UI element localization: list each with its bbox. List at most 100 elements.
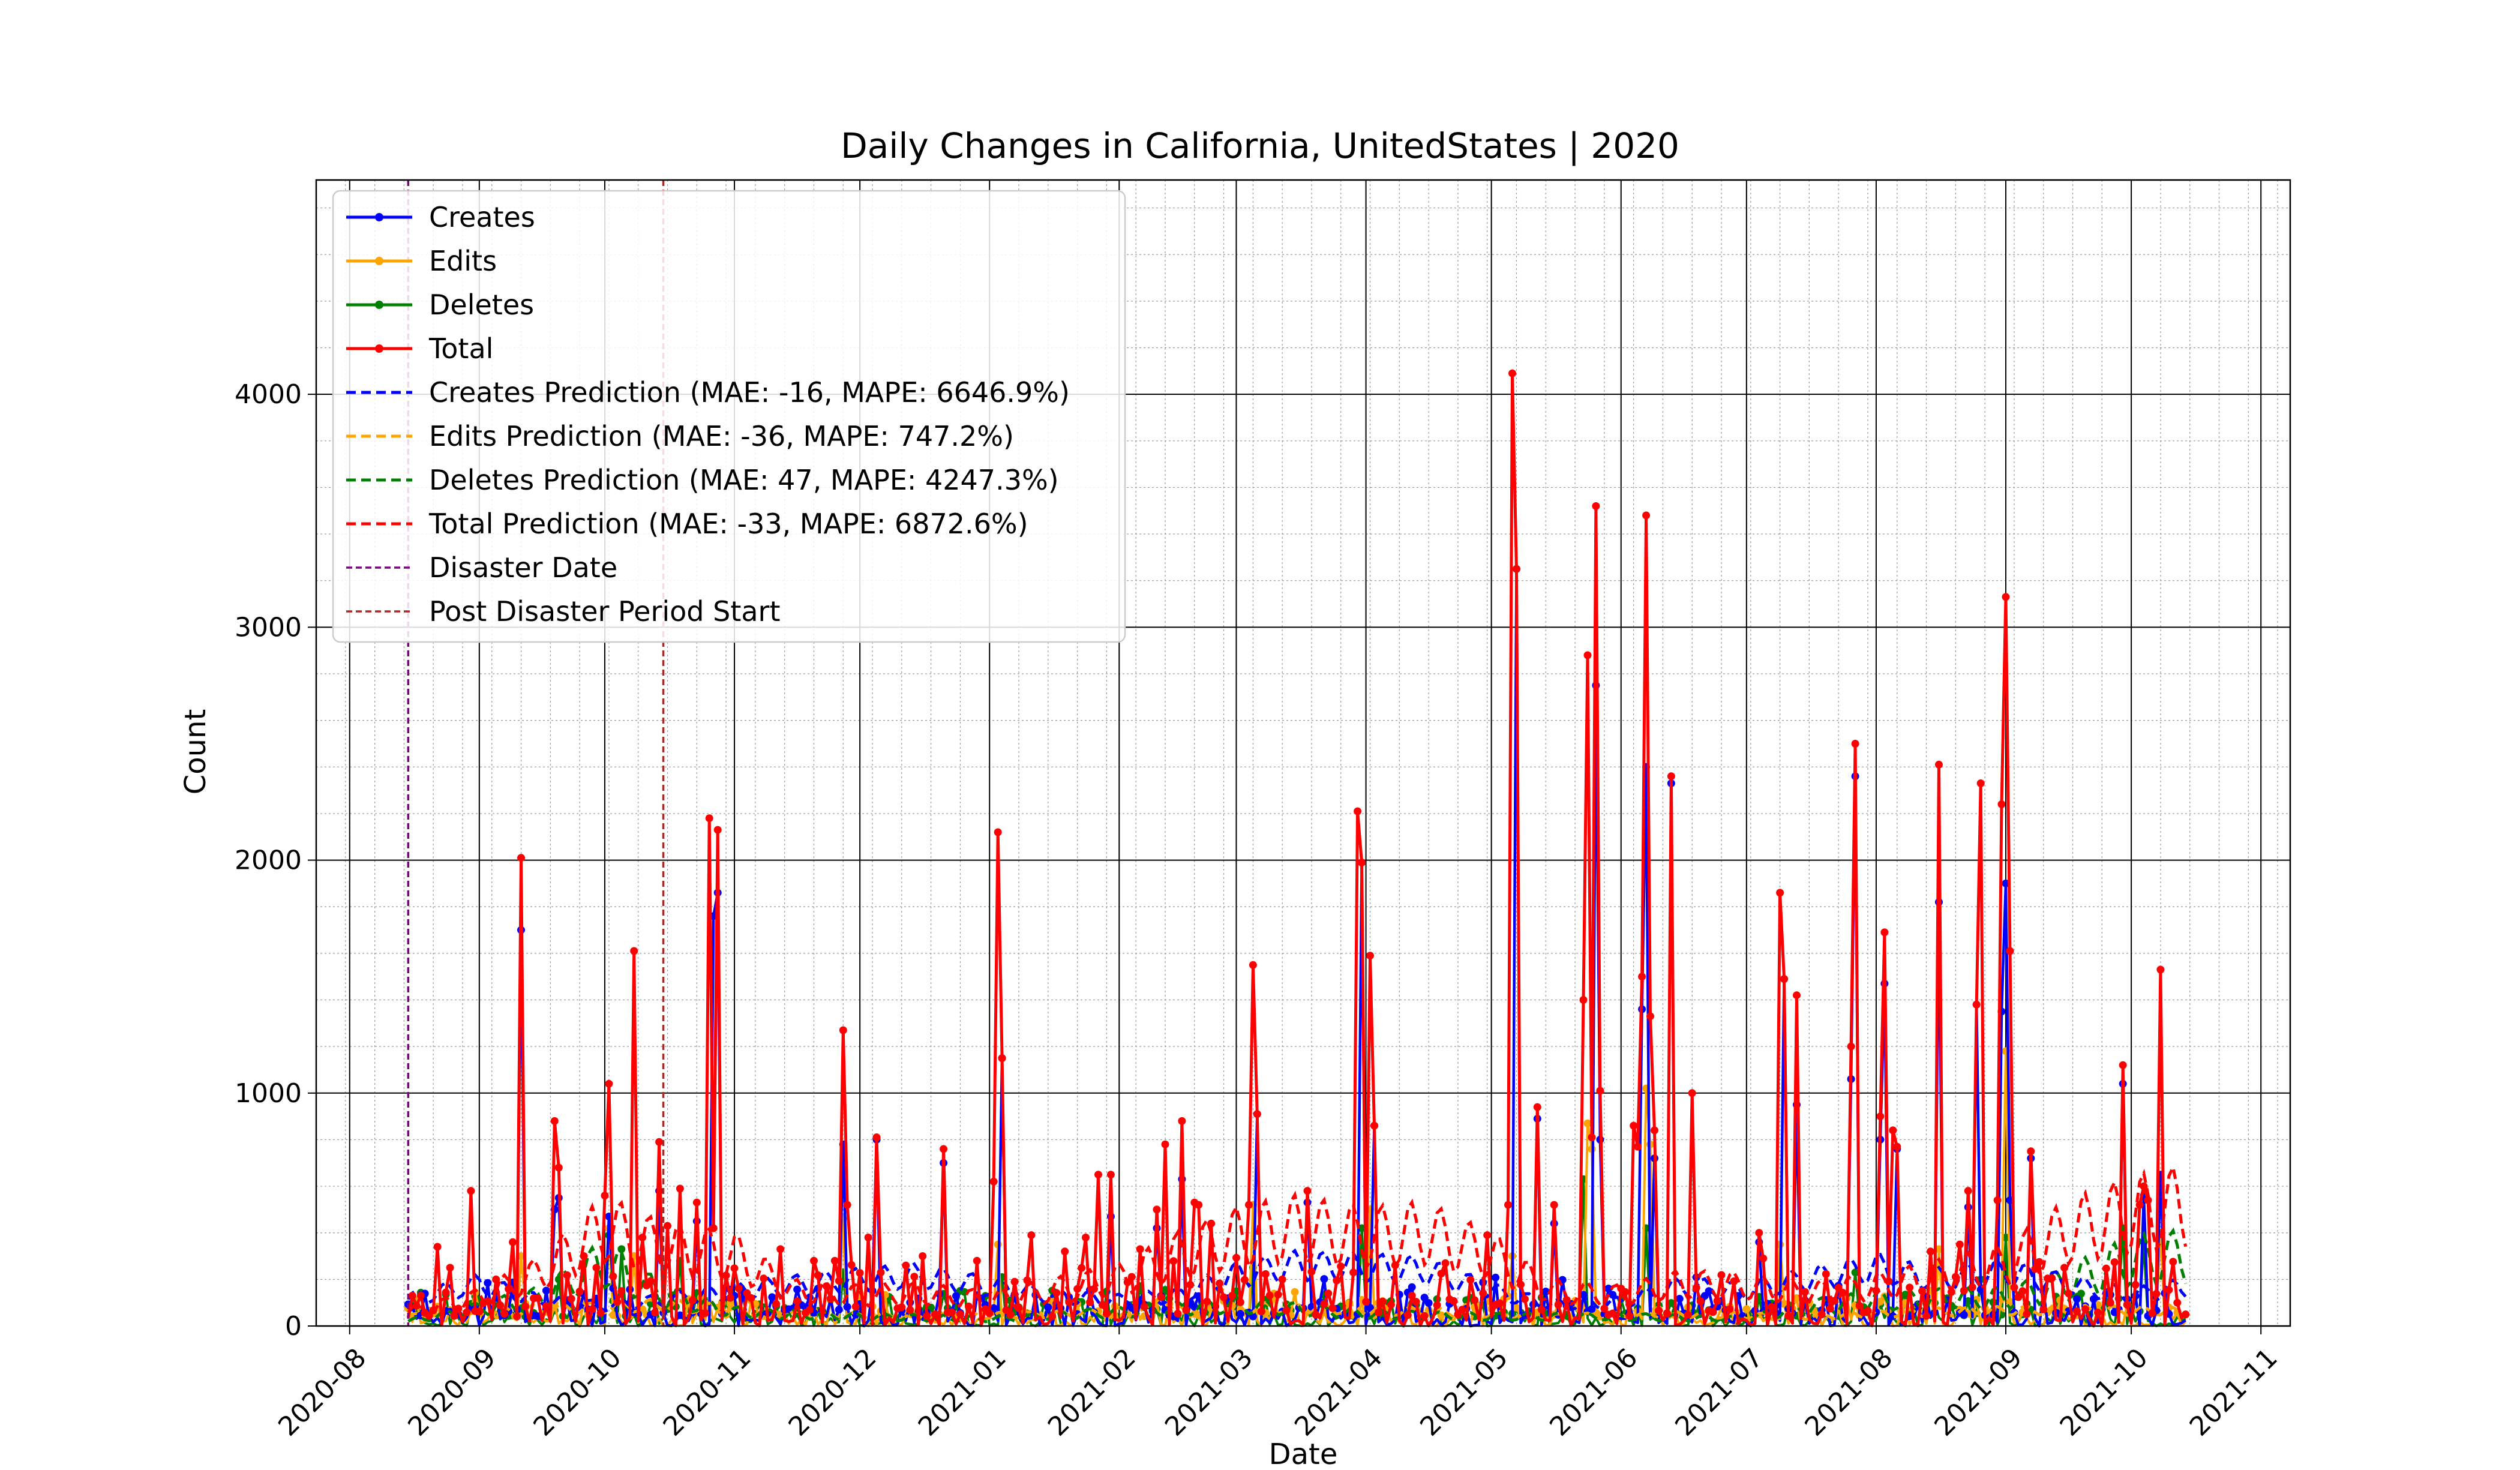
total-point (1333, 1276, 1341, 1285)
total-point (475, 1307, 484, 1316)
total-point (1337, 1262, 1345, 1271)
total-point (713, 826, 722, 834)
total-point (1471, 1296, 1479, 1304)
deletes-point (1358, 1224, 1366, 1232)
total-point (664, 1222, 671, 1230)
total-point (1420, 1312, 1429, 1320)
legend: Creates Edits Deletes Total Creates Predicti… (332, 190, 1126, 643)
total-point (1876, 1112, 1885, 1121)
total-point (2035, 1258, 2044, 1266)
total-point (1646, 1012, 1654, 1021)
edits-point (517, 1252, 525, 1260)
total-point (1123, 1278, 1132, 1286)
legend-item-deletes-prediction: Deletes Prediction (MAE: 47, MAPE: 4247.… (346, 464, 1059, 496)
total-point (1278, 1275, 1286, 1283)
total-point (450, 1312, 458, 1320)
edits-point (1291, 1288, 1299, 1296)
total-point (2156, 965, 2165, 974)
total-point (1826, 1304, 1834, 1313)
deletes-point (2077, 1289, 2085, 1298)
total-point (2006, 947, 2014, 955)
total-point (1265, 1291, 1274, 1300)
total-point (919, 1252, 927, 1260)
creates-point (1236, 1310, 1244, 1318)
total-point (2165, 1286, 2173, 1294)
total-point (425, 1312, 433, 1320)
total-point (1328, 1304, 1337, 1312)
total-point (910, 1273, 919, 1281)
total-point (814, 1271, 822, 1279)
total-point (2018, 1287, 2027, 1295)
total-point (1517, 1280, 1525, 1289)
creates-point (1492, 1273, 1500, 1282)
total-point (1922, 1312, 1931, 1320)
total-point (2073, 1307, 2081, 1315)
creates-point (1579, 1291, 1588, 1299)
total-point (747, 1294, 755, 1302)
total-point (1588, 1133, 1596, 1141)
total-point (1303, 1187, 1312, 1195)
total-point (994, 828, 1002, 836)
total-point (1006, 1310, 1015, 1319)
total-point (1755, 1229, 1763, 1237)
total-point (1065, 1298, 1073, 1306)
creates-point (793, 1285, 802, 1294)
creates-point (484, 1279, 492, 1287)
total-point (906, 1306, 914, 1314)
total-point (1638, 973, 1646, 981)
total-point (1349, 1268, 1358, 1277)
total-point (998, 1054, 1006, 1063)
total-point (1015, 1304, 1023, 1312)
total-point (1520, 1295, 1529, 1303)
legend-box (332, 190, 1126, 643)
total-point (442, 1288, 450, 1297)
creates-point (1588, 1305, 1596, 1313)
total-point (1642, 511, 1651, 520)
total-point (830, 1256, 839, 1265)
total-point (1583, 651, 1592, 659)
total-point (1872, 1286, 1880, 1295)
edits-point (1742, 1305, 1751, 1313)
total-point (1688, 1089, 1696, 1097)
total-point (1817, 1310, 1826, 1319)
total-point (1094, 1171, 1102, 1179)
total-point (692, 1198, 701, 1207)
total-point (1713, 1297, 1721, 1305)
total-point (1048, 1312, 1057, 1321)
creates-point (1408, 1283, 1416, 1291)
total-point (864, 1234, 872, 1241)
total-point (709, 1224, 718, 1232)
total-point (2031, 1265, 2039, 1273)
total-point (902, 1261, 910, 1270)
total-point (1312, 1310, 1320, 1319)
total-point (843, 1201, 851, 1209)
total-point (1378, 1297, 1387, 1306)
total-point (1023, 1276, 1031, 1285)
total-point (822, 1282, 830, 1291)
total-point (1997, 800, 2006, 808)
legend-marker (375, 257, 383, 265)
total-point (2123, 1301, 2131, 1309)
legend-label: Total (428, 332, 493, 365)
total-point (588, 1305, 596, 1313)
legend-item-edits-prediction: Edits Prediction (MAE: -36, MAPE: 747.2%… (346, 420, 1014, 452)
total-point (1918, 1287, 1927, 1295)
total-point (1609, 1309, 1617, 1318)
creates-point (768, 1293, 776, 1301)
total-point (772, 1300, 781, 1308)
total-point (726, 1294, 734, 1302)
total-point (1550, 1201, 1558, 1209)
total-point (1186, 1280, 1195, 1289)
legend-label: Edits (429, 245, 497, 277)
total-point (1951, 1273, 1960, 1281)
legend-item-edits: Edits (346, 245, 497, 277)
total-point (1073, 1285, 1082, 1293)
total-point (2060, 1264, 2069, 1272)
total-point (1161, 1140, 1169, 1148)
total-point (898, 1303, 906, 1312)
total-point (1830, 1297, 1838, 1305)
total-point (2048, 1274, 2056, 1282)
legend-label: Deletes Prediction (MAE: 47, MAPE: 4247.… (429, 464, 1059, 496)
total-point (454, 1304, 463, 1313)
